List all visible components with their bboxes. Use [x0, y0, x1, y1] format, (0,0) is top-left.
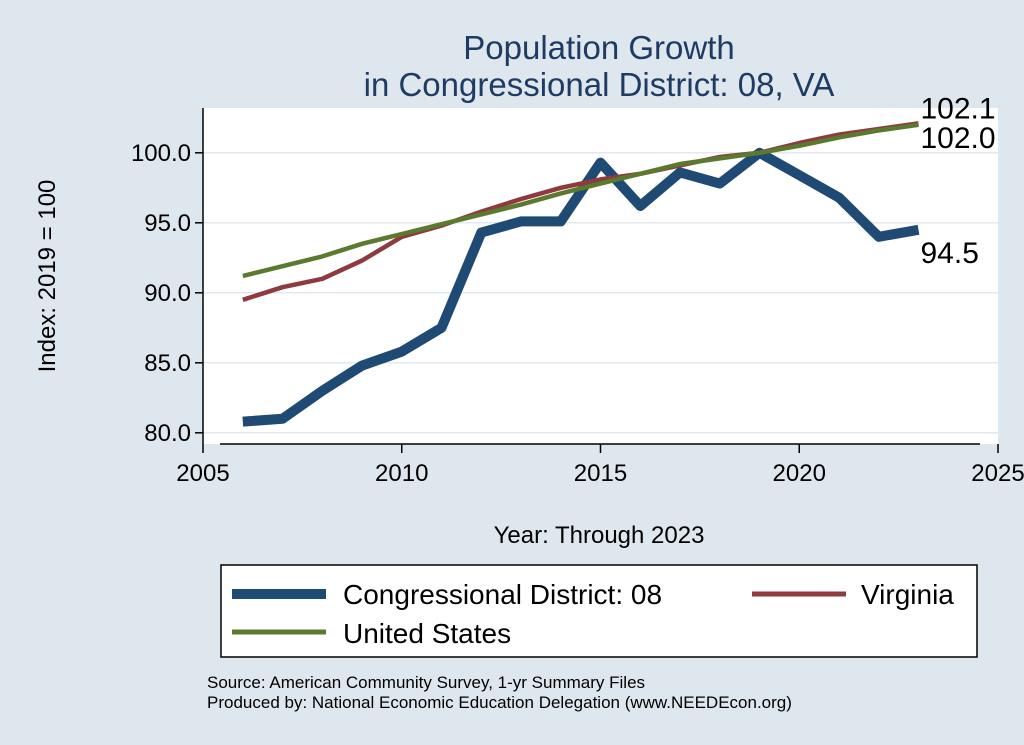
chart-title-line-2: in Congressional District: 08, VA	[364, 66, 835, 103]
end-label: 102.0	[921, 122, 996, 155]
series-lines	[242, 121, 920, 427]
y-tick-label: 90.0	[144, 280, 191, 307]
producer-line: Produced by: National Economic Education…	[207, 693, 792, 712]
series-line-virginia	[242, 121, 919, 302]
x-tick-label: 2010	[375, 460, 428, 487]
grid-lines	[203, 152, 998, 434]
legend-label-united-states: United States	[343, 618, 511, 649]
source-line: Source: American Community Survey, 1-yr …	[207, 673, 645, 692]
y-tick-label: 100.0	[131, 140, 191, 167]
axes: 80.0 85.0 90.0 95.0 100.0 2005 2010 2015 2020 202…	[131, 108, 1024, 487]
legend-label-virginia: Virginia	[861, 579, 954, 610]
x-tick-label: 2025	[971, 460, 1024, 487]
x-tick-label: 2005	[176, 460, 229, 487]
y-tick-label: 85.0	[144, 350, 191, 377]
x-axis-label: Year: Through 2023	[494, 522, 705, 549]
y-tick-label: 80.0	[144, 420, 191, 447]
end-label: 102.1	[921, 92, 996, 125]
series-line-united-states	[242, 122, 919, 279]
chart-title-line-1: Population Growth	[463, 29, 735, 66]
legend-box	[220, 564, 978, 658]
legend-label-district: Congressional District: 08	[343, 579, 662, 610]
legend: Congressional District: 08 Virginia Unit…	[220, 564, 978, 658]
x-tick-label: 2020	[773, 460, 826, 487]
series-line-congressional-district-08	[242, 147, 920, 427]
y-tick-label: 95.0	[144, 210, 191, 237]
x-tick-label: 2015	[574, 460, 627, 487]
end-label: 94.5	[921, 237, 979, 270]
y-axis-label: Index: 2019 = 100	[34, 180, 61, 373]
